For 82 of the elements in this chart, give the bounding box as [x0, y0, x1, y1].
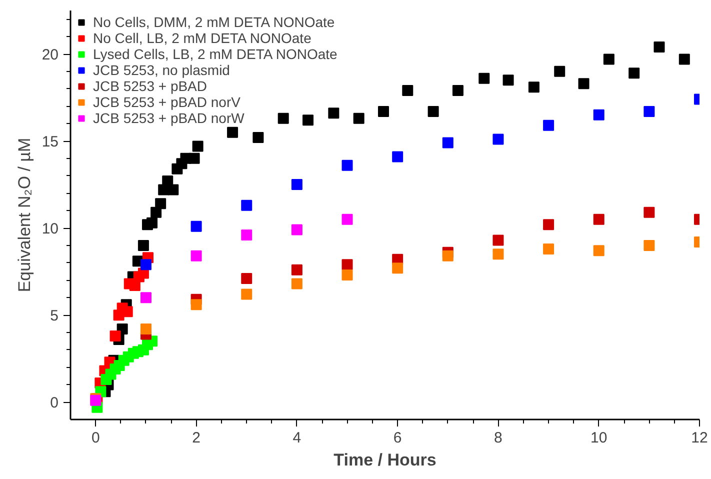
x-tick-label: 6	[393, 430, 402, 446]
point	[528, 82, 540, 93]
point	[428, 106, 439, 117]
x-tick-label: 8	[494, 430, 502, 446]
point	[291, 278, 302, 290]
x-tick-label: 2	[192, 430, 200, 446]
y-tick-label: 15	[42, 134, 59, 151]
y-tick-label: 20	[42, 46, 59, 64]
point	[442, 137, 454, 148]
point	[110, 330, 121, 342]
x-tick-label: 4	[292, 430, 302, 446]
point	[478, 72, 490, 84]
point	[227, 126, 238, 138]
point	[502, 74, 514, 86]
point	[603, 54, 614, 65]
point	[492, 134, 504, 145]
legend-label: No Cells, DMM, 2 mM DETA NONOate	[93, 14, 335, 30]
point	[342, 214, 353, 225]
legend-label: JCB 5253 + pBAD norV	[93, 94, 240, 110]
point	[644, 206, 655, 218]
legend-label: JCB 5253 + pBAD	[93, 78, 208, 94]
point	[190, 220, 202, 232]
point	[678, 54, 690, 65]
point	[654, 42, 665, 53]
x-axis-title: Time / Hours	[334, 450, 436, 470]
point	[554, 66, 566, 77]
point	[188, 152, 200, 164]
point	[342, 160, 353, 171]
point	[392, 262, 404, 274]
point	[146, 217, 158, 228]
point	[140, 324, 152, 334]
point	[543, 219, 554, 230]
point	[593, 245, 604, 256]
point	[342, 270, 353, 281]
point	[578, 78, 590, 90]
point	[150, 206, 162, 218]
point	[628, 68, 640, 79]
legend-label: No Cell, LB, 2 mM DETA NONOate	[93, 30, 312, 46]
point	[291, 264, 302, 276]
point	[302, 114, 314, 126]
y-axis-title: Equivalent N₂O / µM	[14, 138, 34, 292]
point	[241, 288, 252, 300]
point	[353, 112, 364, 124]
point	[543, 243, 554, 254]
point	[593, 109, 604, 120]
legend-label: Lysed Cells, LB, 2 mM DETA NONOate	[93, 46, 338, 62]
point	[543, 120, 554, 131]
point	[241, 273, 252, 284]
point	[140, 259, 152, 270]
point	[342, 259, 353, 270]
point	[168, 184, 179, 196]
point	[392, 151, 404, 162]
point	[190, 250, 202, 262]
point	[155, 198, 166, 210]
point	[644, 106, 655, 117]
point	[492, 234, 504, 246]
x-tick-label: 10	[590, 430, 608, 446]
point	[140, 292, 152, 304]
point	[241, 230, 252, 241]
point	[593, 214, 604, 225]
legend-label: JCB 5253 + pBAD norW	[93, 110, 244, 126]
point	[328, 108, 340, 119]
point	[442, 250, 454, 262]
y-tick-label: 0	[50, 394, 58, 412]
point	[291, 179, 302, 190]
point	[138, 240, 149, 251]
x-tick-label: 0	[91, 430, 100, 446]
point	[192, 140, 204, 152]
legend-label: JCB 5253, no plasmid	[93, 62, 230, 78]
point	[291, 224, 302, 236]
point	[278, 112, 289, 124]
point	[378, 106, 389, 117]
point	[241, 200, 252, 211]
y-tick-label: 10	[42, 220, 59, 238]
y-tick-label: 5	[50, 308, 58, 325]
point	[492, 248, 504, 260]
point	[190, 299, 202, 310]
point	[402, 85, 414, 96]
point	[644, 240, 655, 251]
point	[252, 132, 264, 144]
point	[452, 85, 464, 96]
x-tick-label: 12	[691, 430, 708, 446]
